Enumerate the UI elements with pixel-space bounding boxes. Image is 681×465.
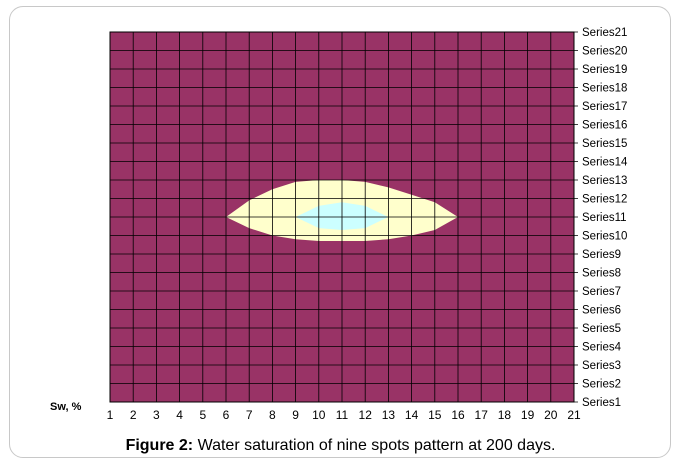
- series-label: Series17: [582, 101, 627, 113]
- series-label: Series5: [582, 323, 621, 335]
- series-label: Series9: [582, 249, 621, 261]
- series-label: Series16: [582, 120, 627, 132]
- x-tick-label: 21: [567, 408, 581, 422]
- series-label: Series14: [582, 157, 628, 169]
- series-label: Series7: [582, 286, 621, 298]
- figure-caption: Figure 2: Water saturation of nine spots…: [0, 437, 681, 455]
- x-tick-label: 20: [544, 408, 558, 422]
- x-tick-label: 11: [336, 408, 349, 422]
- series-label: Series8: [582, 268, 621, 280]
- x-tick-label: 8: [269, 408, 276, 422]
- series-label: Series15: [582, 138, 627, 150]
- contour-chart: 1 2 3 4 5 6 7 8 9 10 11 12 13 14 15 16 17 18 19 20 21 Series…: [50, 27, 628, 422]
- x-tick-label: 17: [475, 408, 489, 422]
- x-tick-label: 15: [428, 408, 442, 422]
- caption-label: Figure 2:: [125, 437, 194, 454]
- x-tick-label: 1: [107, 408, 114, 422]
- series-label: Series11: [582, 212, 627, 224]
- caption-text: Water saturation of nine spots pattern a…: [197, 437, 556, 454]
- x-tick-label: 18: [498, 408, 512, 422]
- x-tick-label: 4: [176, 408, 183, 422]
- series-label: Series18: [582, 83, 627, 95]
- y-axis-label: Sw, %: [50, 401, 82, 413]
- x-tick-label: 19: [521, 408, 535, 422]
- plot-border: [109, 31, 575, 403]
- series-label: Series3: [582, 360, 621, 372]
- series-label: Series13: [582, 175, 627, 187]
- x-tick-label: 16: [451, 408, 465, 422]
- x-tick-label: 9: [292, 408, 299, 422]
- x-tick-label: 6: [223, 408, 230, 422]
- x-tick-label: 3: [153, 408, 160, 422]
- series-label: Series12: [582, 194, 627, 206]
- series-label: Series1: [582, 397, 621, 409]
- series-label: Series10: [582, 231, 627, 243]
- x-tick-label: 12: [359, 408, 373, 422]
- x-tick-label: 7: [246, 408, 253, 422]
- x-tick-label: 10: [312, 408, 326, 422]
- x-tick-label: 13: [382, 408, 396, 422]
- series-label: Series21: [582, 27, 627, 39]
- x-tick-label: 2: [130, 408, 137, 422]
- series-label: Series4: [582, 342, 622, 354]
- series-label: Series6: [582, 305, 621, 317]
- series-label: Series19: [582, 64, 627, 76]
- x-tick-label: 14: [405, 408, 419, 422]
- series-label: Series20: [582, 46, 627, 58]
- x-tick-label: 5: [199, 408, 206, 422]
- series-label: Series2: [582, 379, 621, 391]
